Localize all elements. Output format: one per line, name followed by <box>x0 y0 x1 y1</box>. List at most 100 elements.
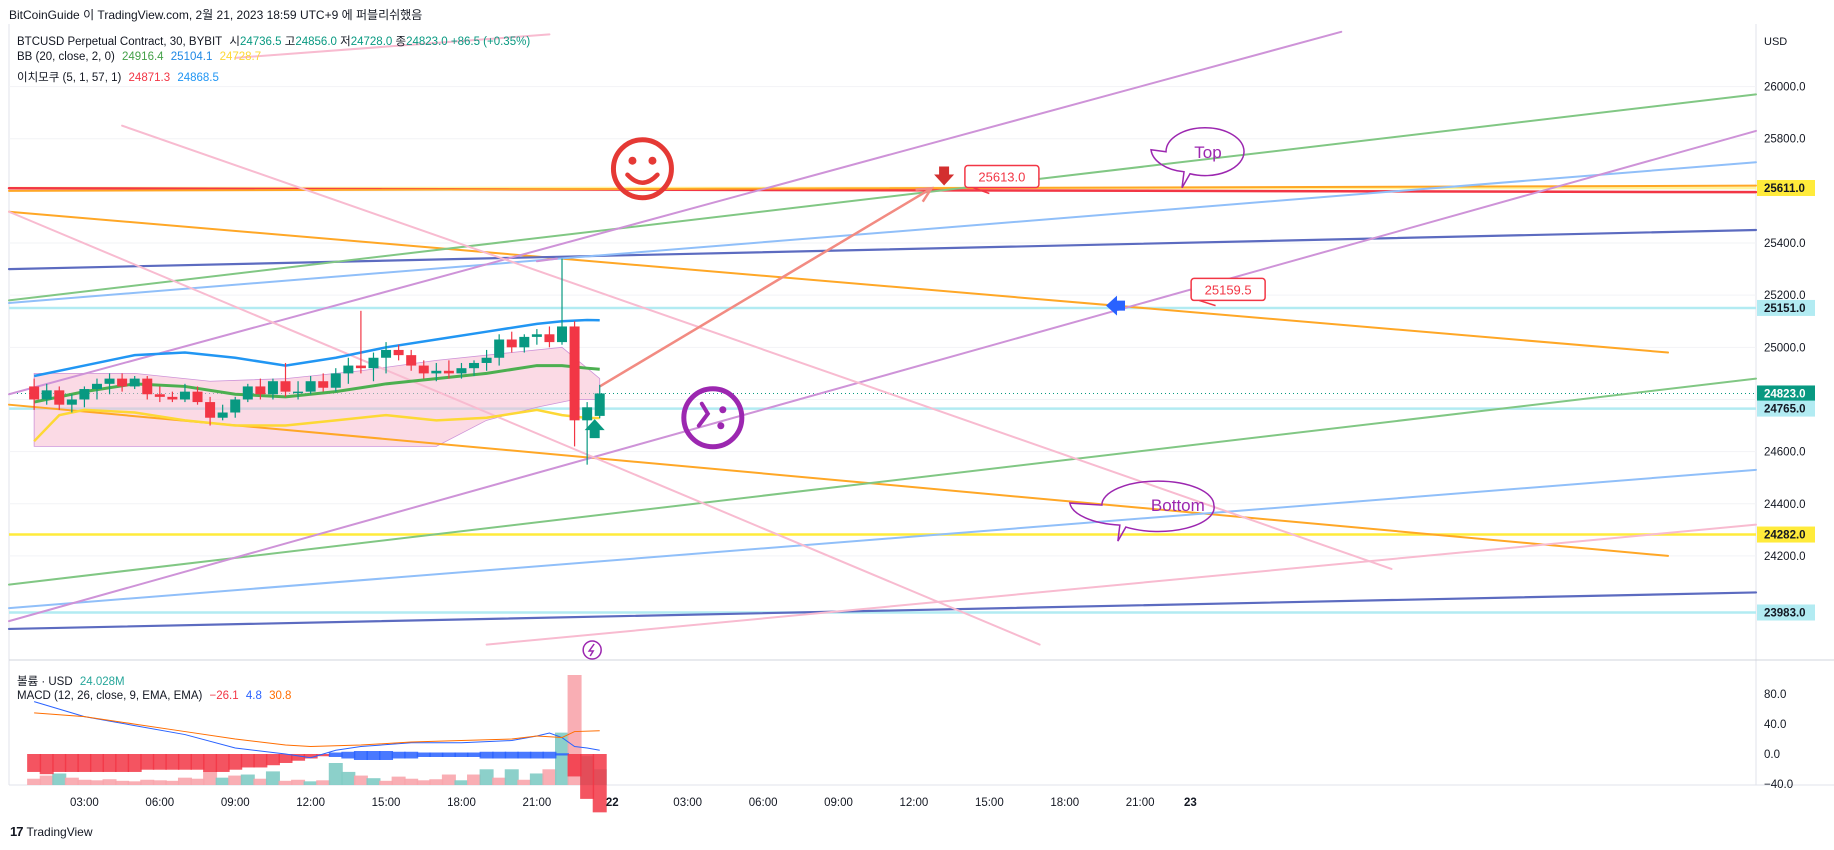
bb-label: BB (20, close, 2, 0) <box>17 51 115 63</box>
volume-bar <box>77 779 92 785</box>
macd-histogram-bar <box>140 754 155 770</box>
price-badge-text: 25151.0 <box>1764 303 1806 315</box>
macd-histogram-bar <box>215 754 230 772</box>
time-tick-label: 21:00 <box>522 797 551 809</box>
legend-open: 시24736.5 <box>229 36 282 48</box>
volume-bar <box>291 779 306 785</box>
volume-bar <box>190 778 205 785</box>
macd-tick-label: 80.0 <box>1764 689 1786 701</box>
macd-histogram-bar <box>190 754 205 770</box>
macd-histogram-bar <box>27 754 42 772</box>
time-tick-label: 06:00 <box>749 797 778 809</box>
trendline[interactable] <box>8 210 1670 354</box>
price-badge[interactable] <box>1757 400 1815 417</box>
macd-histogram-bar <box>64 754 79 772</box>
time-tick-label: 12:00 <box>296 797 325 809</box>
speech-bubble[interactable] <box>1150 127 1245 189</box>
candle <box>557 326 568 343</box>
macd-histogram-bar <box>555 753 570 756</box>
price-callout-box[interactable] <box>964 164 1040 189</box>
volume-bar <box>341 771 356 785</box>
volume-bar <box>265 771 280 785</box>
macd-histogram-bar <box>152 754 167 770</box>
price-unit-label: USD <box>1764 36 1787 48</box>
macd-legend: MACD (12, 26, close, 9, EMA, EMA) −26.1 … <box>17 690 295 702</box>
candle <box>406 355 417 366</box>
volume-bar <box>278 780 293 785</box>
trendline[interactable] <box>8 468 1757 610</box>
trendline[interactable] <box>7 228 1758 271</box>
price-badge-text: 24765.0 <box>1764 404 1806 416</box>
macd-tick-label: 40.0 <box>1764 719 1786 731</box>
price-badge[interactable] <box>1757 526 1815 543</box>
candle <box>255 386 266 395</box>
trendline[interactable] <box>485 523 1757 646</box>
macd-histogram-bar <box>203 754 218 772</box>
macd-histogram-bar <box>328 752 343 757</box>
price-axis[interactable]: USD26000.025800.025600.025400.025200.025… <box>1757 36 1815 791</box>
publisher-name[interactable]: BitCoinGuide <box>9 8 80 22</box>
candle <box>217 412 228 418</box>
macd-histogram-bar <box>165 754 180 770</box>
macd-line-value: 4.8 <box>245 690 262 702</box>
candle <box>230 399 241 413</box>
trendline[interactable] <box>8 93 1757 302</box>
price-callout-text: 25159.5 <box>1205 282 1252 297</box>
candles <box>29 258 605 465</box>
candle <box>594 393 605 416</box>
price-tick-label: 24600.0 <box>1764 447 1806 459</box>
annotations[interactable]: 25613.0 25159.5 Top Bottom <box>582 127 1266 660</box>
candle <box>66 399 77 405</box>
trendline[interactable] <box>8 377 1757 586</box>
ichimoku-a-value: 24871.3 <box>128 72 171 84</box>
macd-histogram-bar <box>115 754 130 772</box>
trendline[interactable] <box>8 129 1757 623</box>
candle <box>280 381 291 392</box>
trendline[interactable] <box>8 210 1041 646</box>
price-callout-box[interactable] <box>1190 277 1266 302</box>
symbol-title: BTCUSD Perpetual Contract, 30, BYBIT <box>17 36 223 48</box>
time-tick-label: 09:00 <box>824 797 853 809</box>
attribution-text: 이 TradingView.com, 2월 21, 2023 18:59 UTC… <box>83 8 423 22</box>
macd-histogram-bar <box>404 751 419 759</box>
speech-bubble-text: Top <box>1194 143 1221 162</box>
callout-pointer <box>972 186 990 195</box>
candle <box>318 381 329 388</box>
trendline[interactable] <box>7 591 1758 631</box>
price-tick-label: 25800.0 <box>1764 134 1806 146</box>
macd-histogram-bar <box>127 754 142 772</box>
footer-brand[interactable]: 17 TradingView <box>10 824 93 839</box>
price-badge[interactable] <box>1757 180 1815 197</box>
time-axis[interactable]: 03:00 06:00 09:00 12:00 15:00 18:00 21:00 22 03:… <box>70 797 1197 809</box>
candle <box>192 391 203 403</box>
projection-arrowhead[interactable] <box>915 186 934 203</box>
projection-arrow[interactable] <box>599 187 933 388</box>
trendline[interactable] <box>8 30 1343 396</box>
time-tick-label: 21:00 <box>1126 797 1155 809</box>
volume-bar <box>115 780 130 785</box>
speech-bubble[interactable] <box>1068 480 1215 542</box>
macd-histogram-bar <box>592 754 607 813</box>
macd-histogram-bar <box>240 754 255 768</box>
macd-histogram-bar <box>291 754 306 761</box>
macd-histogram-bar <box>366 751 381 760</box>
macd-histogram-bar <box>265 754 280 766</box>
macd-tick-label: 0.0 <box>1764 749 1780 761</box>
trendline[interactable] <box>121 124 1393 570</box>
candle <box>104 378 115 384</box>
trendline[interactable] <box>535 257 558 263</box>
volume-bar <box>353 775 368 785</box>
macd-histogram-bar <box>467 752 482 757</box>
price-badge[interactable] <box>1757 604 1815 621</box>
trendline[interactable] <box>8 403 1670 557</box>
volume-bar <box>228 775 243 785</box>
macd-histogram-bar <box>454 752 469 757</box>
trendline[interactable] <box>234 33 551 59</box>
macd-histogram-bar <box>529 751 544 759</box>
trendline[interactable] <box>8 161 1757 304</box>
price-badge[interactable] <box>1757 299 1815 316</box>
volume-bar <box>303 781 318 785</box>
candle <box>469 362 480 369</box>
trendlines[interactable] <box>7 30 1758 646</box>
